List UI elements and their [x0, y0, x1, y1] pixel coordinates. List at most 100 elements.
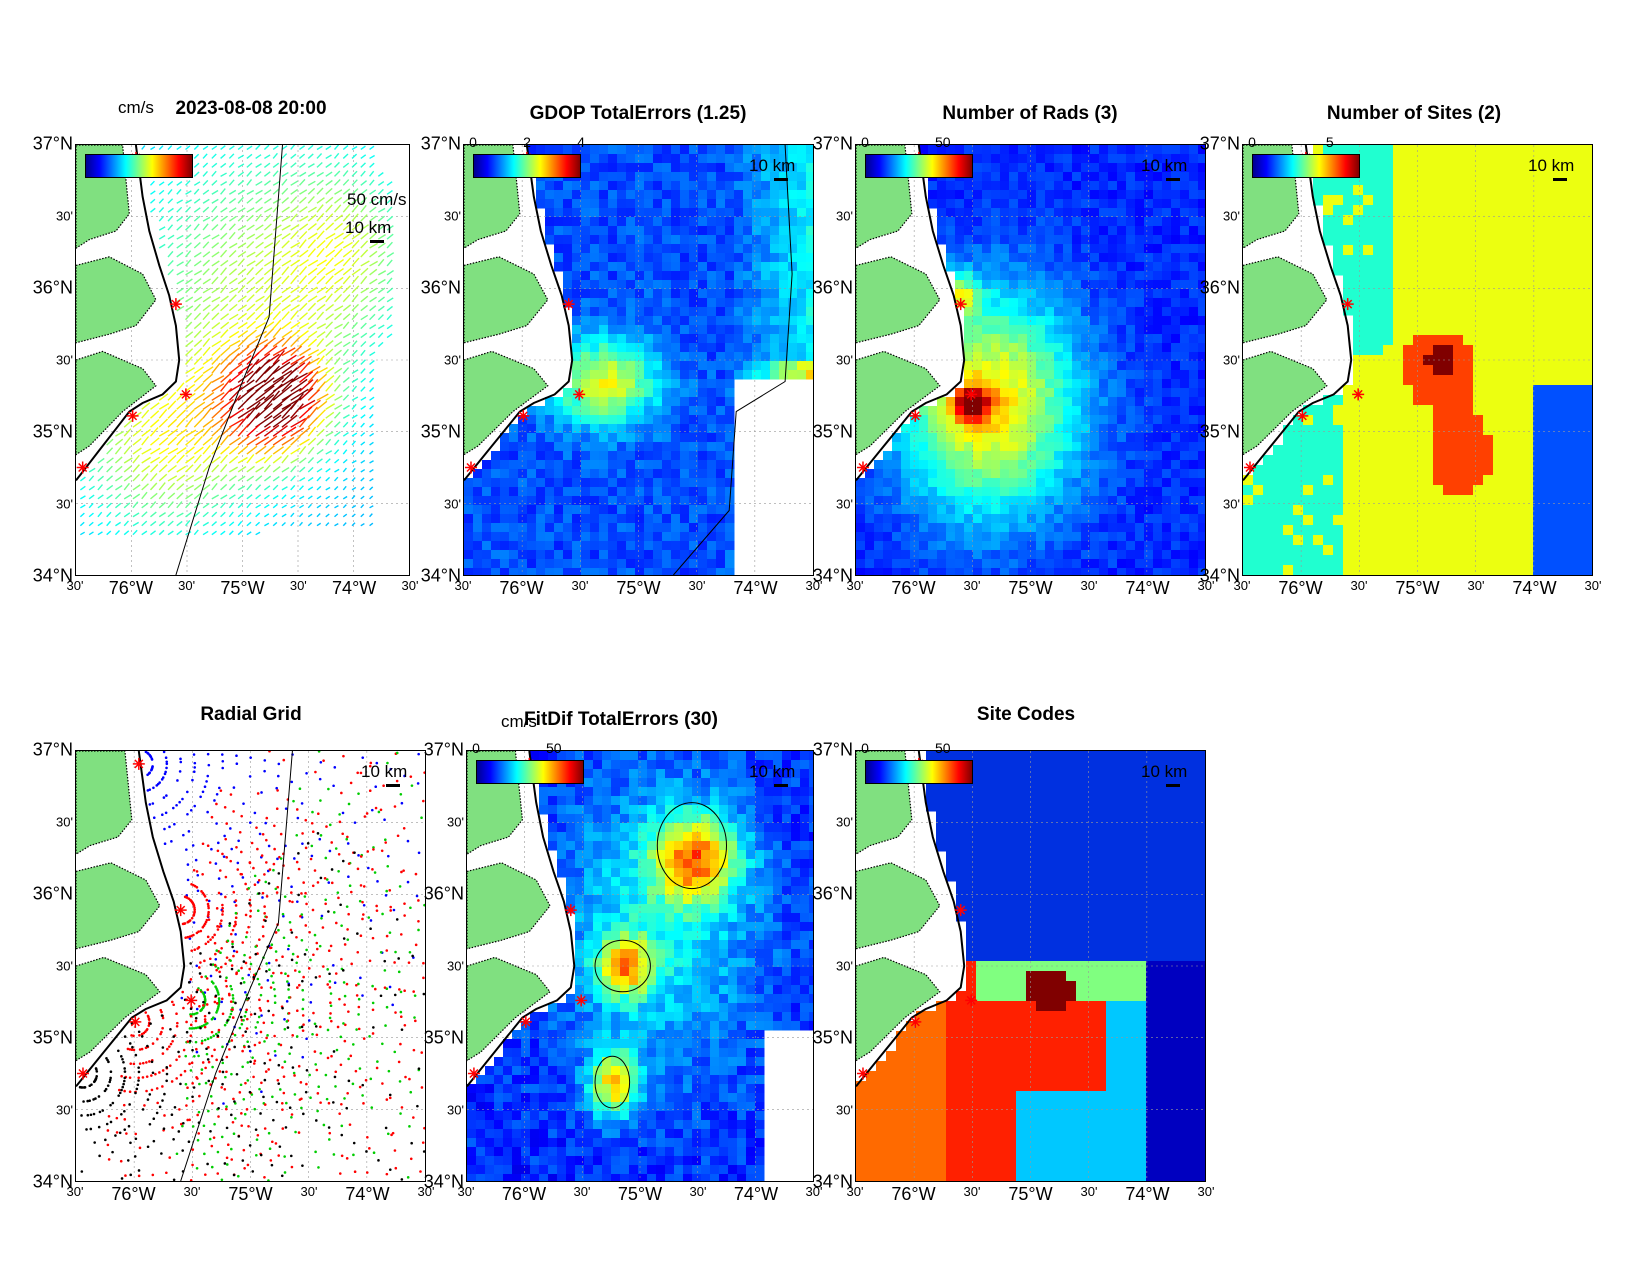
longitude-tick-label: 30': [1080, 578, 1098, 593]
latitude-tick-label: 37°N: [32, 739, 73, 760]
latitude-tick-label: 36°N: [423, 883, 464, 904]
panel-title: GDOP TotalErrors (1.25): [529, 103, 747, 124]
latitude-tick-label: 37°N: [812, 739, 853, 760]
colorbar: [1252, 154, 1360, 178]
map-frame[interactable]: [855, 144, 1206, 576]
latitude-tick-label: 37°N: [420, 133, 461, 154]
longitude-tick-label: 30': [963, 578, 981, 593]
scale-bar: [1166, 178, 1180, 181]
longitude-tick-label: 76°W: [1278, 578, 1323, 598]
land-mass: [464, 256, 549, 344]
colorbar: [865, 154, 973, 178]
longitude-tick-label: 75°W: [220, 578, 265, 598]
latitude-tick-label: 36°N: [812, 277, 853, 298]
radar-site-marker: [126, 409, 139, 422]
colorbar-tick: 50: [934, 740, 951, 756]
colorbar-unit: cm/s: [118, 98, 154, 117]
radar-site-marker: [129, 1015, 142, 1028]
scale-label: 10 km: [749, 762, 796, 781]
latitude-tick-label: 30': [1223, 208, 1240, 224]
latitude-tick-label: 30': [56, 1102, 73, 1118]
latitude-tick-label: 30': [836, 352, 853, 368]
longitude-tick-label: 74°W: [733, 578, 778, 598]
land-mass: [1243, 350, 1328, 456]
radar-site-marker: [132, 757, 145, 770]
panel-title: 2023-08-08 20:00: [175, 98, 327, 119]
longitude-tick-label: 30': [1233, 578, 1251, 593]
latitude-tick-label: 35°N: [812, 421, 853, 442]
colorbar-tick: 0: [861, 134, 869, 150]
latitude-tick-label: 30': [444, 496, 461, 512]
latitude-tick-label: 37°N: [1199, 133, 1240, 154]
colorbar-tick: 0: [1248, 134, 1256, 150]
map-canvas: [1243, 145, 1592, 575]
colorbar-tick: 50: [934, 134, 951, 150]
map-canvas: [76, 751, 425, 1181]
latitude-tick-label: 35°N: [1199, 421, 1240, 442]
radar-site-marker: [76, 461, 89, 474]
map-canvas: [464, 145, 813, 575]
land-mass: [467, 862, 551, 950]
radar-site-marker: [467, 1067, 480, 1080]
longitude-tick-label: 76°W: [108, 578, 153, 598]
radar-site-marker: [573, 388, 586, 401]
latitude-tick-label: 30': [56, 496, 73, 512]
coastline: [464, 145, 574, 482]
radar-site-marker: [517, 409, 530, 422]
longitude-tick-label: 30': [571, 578, 589, 593]
latitude-tick-label: 34°N: [1199, 565, 1240, 586]
land-mass: [856, 350, 941, 456]
map-frame[interactable]: [75, 750, 426, 1182]
scale-bar: [386, 784, 400, 787]
latitude-tick-label: 37°N: [812, 133, 853, 154]
colorbar: [473, 154, 581, 178]
longitude-tick-label: 76°W: [499, 578, 544, 598]
latitude-tick-label: 30': [447, 814, 464, 830]
latitude-tick-label: 34°N: [812, 1171, 853, 1192]
colorbar-tick: 0: [469, 134, 477, 150]
latitude-tick-label: 35°N: [32, 421, 73, 442]
land-mass: [467, 956, 551, 1062]
scale-bar: [370, 240, 384, 243]
latitude-tick-label: 36°N: [812, 883, 853, 904]
radar-site-marker: [856, 461, 869, 474]
land-mass: [464, 350, 549, 456]
longitude-tick-label: 30': [300, 1184, 318, 1199]
latitude-tick-label: 35°N: [423, 1027, 464, 1048]
map-frame[interactable]: [855, 750, 1206, 1182]
latitude-tick-label: 36°N: [1199, 277, 1240, 298]
scale-label: 10 km: [361, 762, 408, 781]
longitude-tick-label: 30': [289, 578, 307, 593]
radar-site-marker: [965, 994, 978, 1007]
coastline: [76, 145, 181, 482]
latitude-tick-label: 30': [836, 958, 853, 974]
latitude-tick-label: 30': [447, 1102, 464, 1118]
colorbar-tick: 50: [545, 740, 562, 756]
map-frame[interactable]: [463, 144, 814, 576]
map-frame[interactable]: [466, 750, 814, 1182]
longitude-tick-label: 30': [457, 1184, 475, 1199]
longitude-tick-label: 30': [178, 578, 196, 593]
longitude-tick-label: 30': [688, 578, 706, 593]
scale-label: 10 km: [1141, 762, 1188, 781]
longitude-tick-label: 30': [1080, 1184, 1098, 1199]
panel-title: Number of Sites (2): [1326, 103, 1502, 124]
latitude-tick-label: 34°N: [812, 565, 853, 586]
longitude-tick-label: 75°W: [616, 578, 661, 598]
map-frame[interactable]: [1242, 144, 1593, 576]
colorbar-tick: 5: [1325, 134, 1334, 150]
latitude-tick-label: 30': [444, 352, 461, 368]
longitude-tick-label: 30': [454, 578, 472, 593]
isobath-contour: [180, 751, 293, 1181]
latitude-tick-label: 34°N: [32, 565, 73, 586]
panel-title: Radial Grid: [200, 704, 302, 725]
scale-bar: [774, 784, 788, 787]
scale-label: 10 km: [749, 156, 796, 175]
radar-site-marker: [954, 298, 967, 311]
land-mass: [856, 956, 941, 1062]
longitude-tick-label: 74°W: [1125, 578, 1170, 598]
coastline: [76, 751, 186, 1088]
latitude-tick-label: 30': [56, 958, 73, 974]
panel-title: Number of Rads (3): [942, 103, 1118, 124]
scale-label: 10 km: [1528, 156, 1575, 175]
